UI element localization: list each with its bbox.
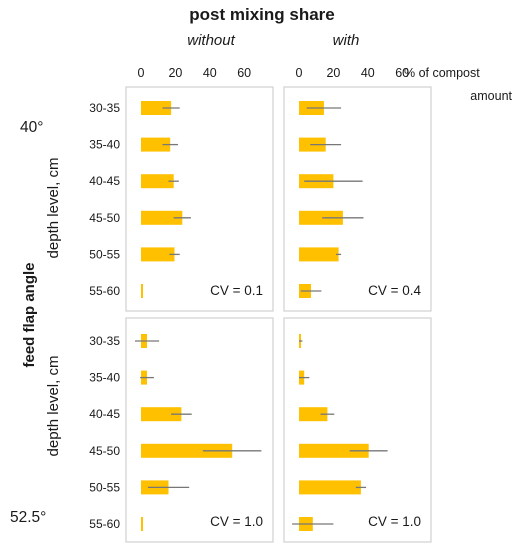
x-tick-label: 40 <box>203 66 217 80</box>
cv-label: CV = 0.1 <box>210 283 263 298</box>
bar <box>141 284 143 298</box>
x-tick-labels: 0 20 40 60 0 20 40 60 <box>138 66 410 80</box>
bar <box>141 517 143 531</box>
chart-title: post mixing share <box>189 5 334 24</box>
panels: CV = 0.1 30-35 35-40 40-45 45-50 50-55 55-60 CV… <box>89 86 432 543</box>
x-unit-line2: amount <box>470 89 512 103</box>
panel-frame <box>125 86 274 312</box>
bar <box>141 137 171 152</box>
bar <box>141 247 175 262</box>
x-tick-label: 20 <box>168 66 182 80</box>
bar <box>299 210 343 225</box>
column-label-without: without <box>187 32 235 49</box>
category-label: 55-60 <box>89 284 120 298</box>
y-label-depth-bottom: depth level, cm <box>45 356 62 457</box>
bar <box>141 101 172 115</box>
panel-frame <box>283 317 432 543</box>
category-label: 40-45 <box>89 407 120 421</box>
y-label-feed-flap-angle: feed flap angle <box>21 262 38 367</box>
bar <box>299 443 369 458</box>
category-label: 45-50 <box>89 211 120 225</box>
category-label: 30-35 <box>89 101 120 115</box>
x-tick-label: 60 <box>237 66 251 80</box>
category-label: 55-60 <box>89 517 120 531</box>
row-label-52-5: 52.5° <box>10 509 46 526</box>
category-label: 35-40 <box>89 371 120 385</box>
category-label: 30-35 <box>89 334 120 348</box>
panel-52-5-without: CV = 1.0 <box>125 317 274 543</box>
row-label-40: 40° <box>20 119 43 136</box>
bar <box>141 174 174 189</box>
category-label: 50-55 <box>89 480 120 494</box>
bar <box>141 210 183 225</box>
panel-52-5-with: CV = 1.0 <box>283 317 432 543</box>
x-unit-line1: % of compost <box>404 66 480 80</box>
bar <box>299 247 339 262</box>
bar <box>299 407 328 422</box>
category-label: 45-50 <box>89 444 120 458</box>
column-label-with: with <box>333 32 360 49</box>
cv-label: CV = 0.4 <box>368 283 421 298</box>
x-tick-label: 20 <box>326 66 340 80</box>
x-tick-label: 40 <box>361 66 375 80</box>
bar <box>299 480 361 495</box>
cv-label: CV = 1.0 <box>210 514 263 529</box>
bar <box>141 407 182 422</box>
category-label: 50-55 <box>89 247 120 261</box>
cv-label: CV = 1.0 <box>368 514 421 529</box>
category-label: 40-45 <box>89 174 120 188</box>
panel-40-without: CV = 0.1 <box>125 86 274 312</box>
x-tick-label: 0 <box>296 66 303 80</box>
bar <box>141 443 233 458</box>
x-tick-label: 60 <box>395 66 409 80</box>
panel-frame <box>125 317 274 543</box>
y-label-depth-top: depth level, cm <box>45 158 62 259</box>
category-label: 35-40 <box>89 138 120 152</box>
x-tick-label: 0 <box>138 66 145 80</box>
panel-40-with: CV = 0.4 <box>283 86 432 312</box>
panel-frame <box>283 86 432 312</box>
